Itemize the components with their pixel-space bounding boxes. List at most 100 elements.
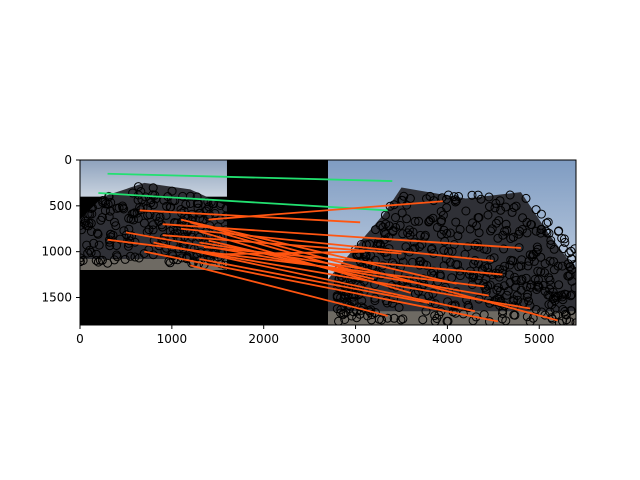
outlier-match-line xyxy=(189,264,388,317)
keypoint-marker xyxy=(119,204,129,214)
keypoint-marker xyxy=(563,271,573,281)
keypoint-marker xyxy=(384,221,394,231)
keypoint-marker xyxy=(396,315,406,325)
outlier-match-line xyxy=(162,234,402,255)
keypoint-marker xyxy=(534,275,543,285)
keypoint-marker xyxy=(151,211,161,221)
keypoint-marker xyxy=(81,220,91,230)
keypoint-marker xyxy=(381,229,391,239)
keypoint-marker xyxy=(451,260,461,269)
keypoint-marker xyxy=(527,252,537,262)
keypoint-marker xyxy=(473,190,483,200)
keypoint-marker xyxy=(409,237,419,247)
keypoint-marker xyxy=(86,248,96,257)
keypoint-marker xyxy=(504,270,514,280)
keypoint-marker xyxy=(84,218,94,228)
keypoint-marker xyxy=(442,229,452,238)
keypoint-marker xyxy=(498,306,508,316)
keypoint-marker xyxy=(455,271,465,281)
keypoint-marker xyxy=(128,188,138,198)
keypoint-marker xyxy=(130,252,140,262)
keypoint-marker xyxy=(451,196,461,206)
keypoint-marker xyxy=(477,266,487,276)
keypoint-marker xyxy=(338,310,348,320)
keypoint-marker xyxy=(499,244,509,254)
keypoint-marker xyxy=(501,219,511,229)
keypoint-marker xyxy=(509,310,519,320)
keypoint-marker xyxy=(438,210,448,220)
keypoint-marker xyxy=(540,268,550,278)
y-axis: 0 500 1000 1500 xyxy=(41,153,80,305)
keypoint-marker xyxy=(96,215,106,225)
keypoint-marker xyxy=(85,209,95,219)
keypoint-marker xyxy=(395,220,405,230)
keypoint-marker xyxy=(553,227,563,236)
keypoint-marker xyxy=(118,203,128,213)
x-tick-label: 3000 xyxy=(340,332,371,346)
keypoint-marker xyxy=(536,209,546,219)
outlier-match-line xyxy=(107,238,485,288)
keypoint-marker xyxy=(517,225,527,234)
x-tick-label: 5000 xyxy=(524,332,555,346)
keypoint-marker xyxy=(543,217,553,227)
keypoint-marker xyxy=(133,213,143,223)
outlier-match-line xyxy=(144,250,499,323)
keypoint-marker xyxy=(521,193,531,203)
keypoint-marker xyxy=(100,206,110,216)
keypoint-marker xyxy=(549,244,559,254)
keypoint-marker xyxy=(451,197,460,207)
keypoint-marker xyxy=(86,204,96,213)
keypoint-marker xyxy=(104,191,114,201)
keypoint-marker xyxy=(192,192,202,202)
keypoint-marker xyxy=(98,196,108,205)
outlier-match-line xyxy=(162,223,521,249)
keypoint-marker xyxy=(532,285,542,294)
keypoint-marker xyxy=(126,214,136,224)
keypoint-marker xyxy=(541,226,551,236)
keypoint-marker xyxy=(332,291,342,301)
keypoint-marker xyxy=(215,201,225,210)
outlier-match-line xyxy=(171,246,531,310)
keypoint-marker xyxy=(429,266,439,276)
match-lines-layer xyxy=(98,172,558,323)
keypoint-marker xyxy=(432,222,442,232)
keypoint-marker xyxy=(105,206,115,216)
keypoint-marker xyxy=(93,257,103,267)
keypoint-marker xyxy=(94,240,104,250)
keypoint-marker xyxy=(511,282,520,292)
keypoint-marker xyxy=(355,309,365,319)
axes: 0 1000 2000 3000 4000 5000 0 500 1000 1500 xyxy=(41,153,577,346)
keypoint-marker xyxy=(374,314,384,324)
keypoint-marker xyxy=(467,190,477,200)
keypoint-marker xyxy=(554,280,564,290)
keypoint-marker xyxy=(494,272,504,282)
keypoint-marker xyxy=(109,255,119,265)
keypoint-marker xyxy=(557,261,567,271)
keypoint-marker xyxy=(505,190,515,200)
keypoint-marker xyxy=(556,290,566,300)
keypoint-marker xyxy=(425,215,435,225)
keypoint-marker xyxy=(565,262,575,272)
keypoint-marker xyxy=(533,266,543,276)
keypoint-marker xyxy=(531,226,541,236)
keypoint-marker xyxy=(546,240,556,250)
inlier-match-line xyxy=(98,192,388,212)
keypoint-marker xyxy=(546,235,556,245)
keypoint-marker xyxy=(144,225,154,235)
keypoint-marker xyxy=(522,228,532,238)
outlier-match-line xyxy=(189,221,558,322)
keypoint-marker xyxy=(558,244,568,254)
keypoint-marker xyxy=(361,240,371,250)
keypoint-marker xyxy=(403,228,413,238)
keypoint-marker xyxy=(155,212,165,222)
keypoint-marker xyxy=(521,273,531,283)
keypoint-marker xyxy=(193,203,203,213)
keypoint-marker xyxy=(125,251,135,261)
y-tick-label: 500 xyxy=(49,199,72,213)
keypoint-marker xyxy=(384,232,394,242)
y-tick-label: 0 xyxy=(64,153,72,167)
keypoint-marker xyxy=(85,245,95,255)
keypoint-marker xyxy=(528,250,538,260)
keypoint-marker xyxy=(148,200,158,210)
